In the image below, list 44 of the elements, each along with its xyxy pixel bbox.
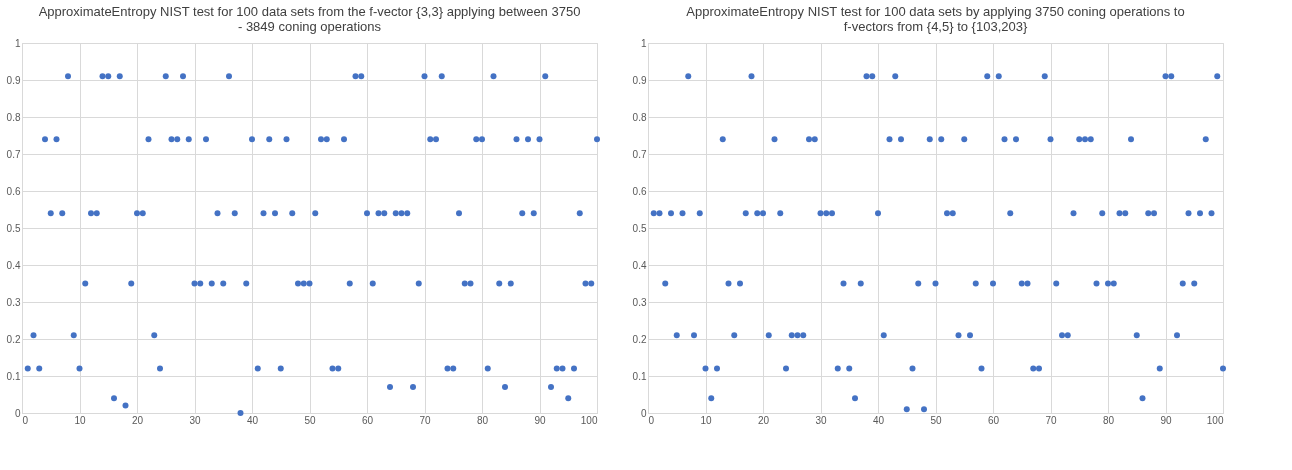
x-tick-label: 70 (1045, 414, 1057, 426)
y-tick-label: 0.6 (6, 185, 21, 197)
x-tick-label: 40 (246, 414, 259, 426)
y-tick-label: 0.4 (6, 259, 21, 271)
x-tick-label: 40 (872, 414, 885, 426)
x-tick-label: 0 (648, 414, 655, 426)
x-tick-label: 80 (1102, 414, 1115, 426)
y-tick-label: 0.2 (632, 333, 647, 345)
x-tick-label: 60 (361, 414, 374, 426)
x-tick-label: 10 (700, 414, 712, 426)
y-tick-label: 0.2 (6, 333, 21, 345)
x-tick-label: 50 (304, 414, 316, 426)
x-tick-label: 70 (419, 414, 431, 426)
y-tick-label: 1 (640, 37, 647, 49)
x-tick-label: 0 (22, 414, 29, 426)
y-tick-label: 0.7 (632, 148, 647, 160)
y-tick-label: 0.3 (6, 296, 21, 308)
x-tick-label: 80 (476, 414, 489, 426)
y-tick-label: 0.7 (6, 148, 21, 160)
x-tick-label: 100 (1206, 414, 1224, 426)
y-tick-label: 0.1 (6, 370, 21, 382)
y-tick-label: 0.4 (632, 259, 647, 271)
x-tick-label: 90 (534, 414, 546, 426)
x-tick-label: 100 (580, 414, 598, 426)
y-tick-label: 0.1 (632, 370, 647, 382)
x-tick-label: 30 (189, 414, 201, 426)
x-tick-label: 20 (757, 414, 770, 426)
y-tick-label: 0.5 (6, 222, 21, 234)
x-tick-label: 30 (815, 414, 827, 426)
x-tick-label: 50 (930, 414, 942, 426)
y-tick-label: 0.8 (632, 111, 647, 123)
y-tick-label: 0.5 (632, 222, 647, 234)
x-tick-label: 90 (1160, 414, 1172, 426)
y-tick-label: 0.8 (6, 111, 21, 123)
chart-title: ApproximateEntropy NIST test for 100 data sets by applying 3750 coning operations to f-vectors from {4,5} to {103,203} (686, 4, 1185, 34)
chart-title: ApproximateEntropy NIST test for 100 data sets from the f-vector {3,3} applying between 3750 - 3849 coning operations (38, 4, 581, 34)
x-tick-label: 20 (131, 414, 144, 426)
y-tick-label: 0.3 (632, 296, 647, 308)
y-tick-label: 0.9 (6, 74, 21, 86)
y-tick-label: 0.9 (632, 74, 647, 86)
x-tick-label: 10 (74, 414, 86, 426)
x-tick-label: 60 (987, 414, 1000, 426)
y-tick-label: 1 (14, 37, 21, 49)
y-tick-label: 0.6 (632, 185, 647, 197)
